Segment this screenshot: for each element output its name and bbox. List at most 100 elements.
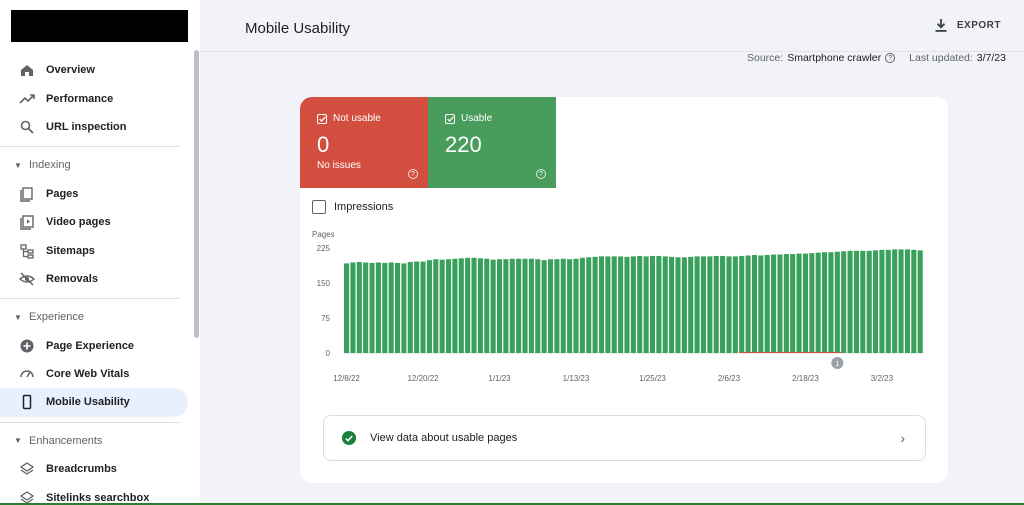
- usable-tile[interactable]: Usable 220 ?: [428, 97, 556, 188]
- usable-count: 220: [445, 132, 482, 157]
- chart-bar: [382, 262, 388, 353]
- chart-bar: [503, 259, 509, 353]
- help-icon[interactable]: ?: [536, 169, 546, 179]
- chart-bar: [445, 259, 452, 353]
- checkbox-checked-icon[interactable]: [445, 113, 455, 124]
- export-button[interactable]: EXPORT: [935, 19, 1001, 32]
- y-tick-label: 225: [317, 244, 331, 253]
- sidebar-item-video-pages[interactable]: Video pages: [0, 208, 188, 236]
- not-usable-tile[interactable]: Not usable 0 No issues ?: [300, 97, 428, 188]
- chart-bar: [643, 256, 649, 353]
- chart-bar: [700, 256, 707, 353]
- sidebar-item-removals[interactable]: Removals: [0, 265, 188, 293]
- sidebar-item-page-experience[interactable]: Page Experience: [0, 332, 188, 360]
- chart-bar: [809, 253, 815, 353]
- chart-bar: [707, 256, 713, 353]
- chart-bar: [828, 252, 834, 353]
- chart-bar: [688, 256, 694, 353]
- chart-bar: [490, 259, 496, 353]
- sidebar-item-performance[interactable]: Performance: [0, 84, 188, 112]
- chart-bar: [866, 250, 872, 353]
- chevron-right-icon: ›: [900, 430, 905, 446]
- chart-bar: [477, 258, 483, 353]
- checkbox-checked-icon[interactable]: [317, 113, 327, 124]
- y-axis-title: Pages: [312, 230, 335, 239]
- chart-bar: [433, 259, 439, 353]
- impressions-toggle[interactable]: Impressions: [312, 200, 393, 214]
- not-usable-label: Not usable: [333, 113, 381, 124]
- sidebar-section-experience[interactable]: ▼ Experience: [0, 303, 200, 331]
- x-tick-label: 1/25/23: [639, 374, 666, 383]
- chart-bar: [567, 259, 573, 353]
- chart-bar: [656, 255, 662, 353]
- chart-bar: [771, 254, 777, 353]
- chart-bar: [853, 250, 859, 353]
- impressions-checkbox[interactable]: [312, 200, 326, 214]
- sidebar-item-core-web-vitals[interactable]: Core Web Vitals: [0, 360, 188, 388]
- sidebar-section-label: Experience: [29, 311, 85, 324]
- chart-bar: [815, 252, 821, 353]
- chart-bar: [484, 258, 490, 353]
- chart-bar: [439, 259, 445, 353]
- sidebar-item-pages[interactable]: Pages: [0, 180, 188, 208]
- chart-bar: [624, 256, 630, 353]
- sidebar-item-overview[interactable]: Overview: [0, 56, 188, 84]
- sidebar-scrollbar[interactable]: [194, 50, 199, 338]
- chart-bar: [369, 262, 375, 353]
- view-usable-pages-row[interactable]: View data about usable pages ›: [323, 415, 926, 461]
- sidebar-item-label: URL inspection: [46, 120, 127, 133]
- chart-bar: [496, 259, 503, 353]
- chart-bar: [522, 258, 528, 353]
- chart-bar: [420, 261, 426, 353]
- sidebar-item-label: Page Experience: [46, 339, 135, 352]
- chart-bar: [713, 255, 719, 353]
- chart-bar: [465, 257, 471, 353]
- chart-bar: [592, 256, 598, 353]
- chart-bar: [458, 258, 464, 353]
- home-icon: [18, 61, 36, 79]
- sidebar: Overview Performance URL inspection ▼ Indexi…: [0, 0, 200, 505]
- sidebar-item-breadcrumbs[interactable]: Breadcrumbs: [0, 455, 188, 483]
- caret-down-icon: ▼: [14, 160, 22, 170]
- chart-bar: [471, 257, 477, 353]
- chart-bar: [732, 256, 738, 353]
- report-card: Not usable 0 No issues ? Usable 220 ? Im…: [300, 97, 948, 483]
- chart-bar: [758, 255, 764, 353]
- not-usable-header: Not usable: [317, 113, 411, 124]
- page-experience-icon: [18, 337, 36, 355]
- sidebar-item-url-inspection[interactable]: URL inspection: [0, 113, 188, 141]
- last-updated-label: Last updated:: [909, 52, 973, 64]
- chart-bar: [739, 255, 745, 353]
- chart-bar: [681, 257, 687, 353]
- y-tick-label: 75: [321, 314, 330, 323]
- help-icon[interactable]: ?: [885, 53, 896, 63]
- sidebar-item-mobile-usability[interactable]: Mobile Usability: [0, 388, 188, 417]
- chart-bar: [892, 249, 898, 353]
- chart-bar: [452, 258, 458, 353]
- sidebar-item-label: Sitemaps: [46, 244, 95, 257]
- chart-bar: [885, 249, 891, 353]
- sidebar-item-sitelinks-searchbox[interactable]: Sitelinks searchbox: [0, 483, 188, 505]
- sidebar-divider: [0, 298, 180, 300]
- chart-bar: [669, 256, 675, 353]
- not-usable-sub: No issues: [317, 160, 361, 171]
- chart-bar: [560, 258, 566, 353]
- removals-icon: [18, 270, 36, 288]
- sidebar-item-sitemaps[interactable]: Sitemaps: [0, 236, 188, 264]
- help-icon[interactable]: ?: [408, 169, 418, 179]
- chart-bar: [873, 250, 879, 353]
- sidebar-section-enhancements[interactable]: ▼ Enhancements: [0, 427, 200, 455]
- x-tick-label: 12/20/22: [407, 374, 439, 383]
- gauge-icon: [18, 365, 36, 383]
- x-tick-label: 1/1/23: [488, 374, 511, 383]
- chart-bar: [356, 262, 362, 353]
- chart-bar: [720, 255, 726, 353]
- property-selector-redacted[interactable]: [11, 10, 188, 42]
- sidebar-section-indexing[interactable]: ▼ Indexing: [0, 151, 200, 179]
- chart-bar: [675, 257, 681, 353]
- chart-bar: [516, 258, 522, 353]
- chart-bar: [547, 259, 554, 353]
- chart-bar: [528, 258, 534, 353]
- sidebar-nav: Overview Performance URL inspection ▼ Indexi…: [0, 56, 200, 505]
- sidebar-item-label: Sitelinks searchbox: [46, 491, 150, 504]
